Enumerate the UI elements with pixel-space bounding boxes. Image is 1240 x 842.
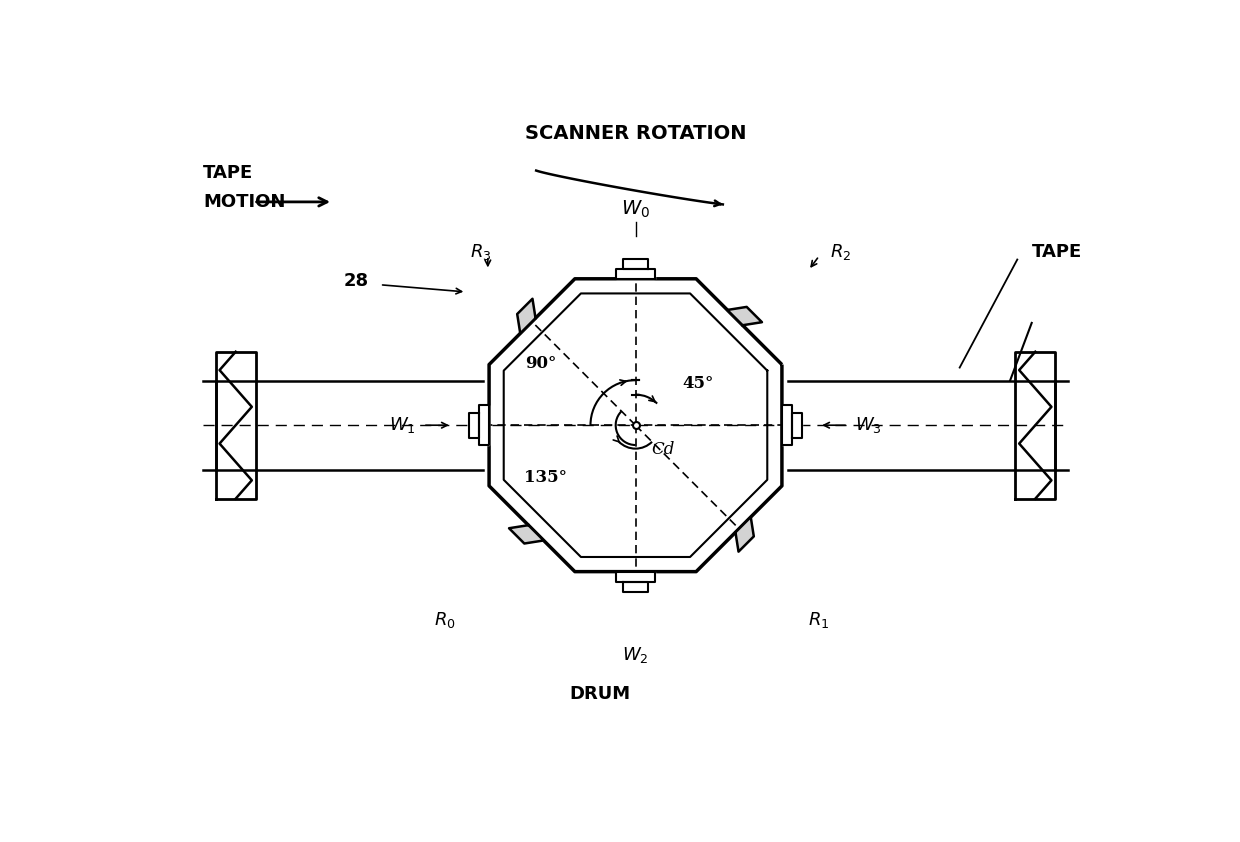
Text: $W_1$: $W_1$ [389,415,415,435]
Text: $W_3$: $W_3$ [856,415,882,435]
Polygon shape [728,306,761,325]
Text: Cd: Cd [651,441,675,458]
Text: TAPE: TAPE [203,164,253,182]
Text: MOTION: MOTION [203,193,285,210]
Polygon shape [469,413,479,438]
Polygon shape [616,572,655,582]
Polygon shape [792,413,802,438]
Polygon shape [622,582,649,592]
Text: $R_2$: $R_2$ [830,242,851,263]
Text: SCANNER ROTATION: SCANNER ROTATION [525,124,746,143]
Text: 135°: 135° [525,469,567,486]
Text: 45°: 45° [682,375,714,392]
Polygon shape [489,279,782,572]
Text: $R_3$: $R_3$ [470,242,491,263]
Text: DRUM: DRUM [569,685,630,702]
Polygon shape [782,405,792,445]
Text: 90°: 90° [525,355,557,372]
Polygon shape [622,258,649,269]
Polygon shape [517,299,536,333]
Text: $W_2$: $W_2$ [622,645,649,665]
Polygon shape [510,525,543,544]
Polygon shape [735,517,754,552]
Text: TAPE: TAPE [1032,243,1083,261]
Text: 28: 28 [343,272,370,290]
Text: $W_0$: $W_0$ [621,199,650,220]
Polygon shape [479,405,489,445]
Text: $R_1$: $R_1$ [808,610,830,630]
Polygon shape [616,269,655,279]
Text: $R_0$: $R_0$ [434,610,455,630]
